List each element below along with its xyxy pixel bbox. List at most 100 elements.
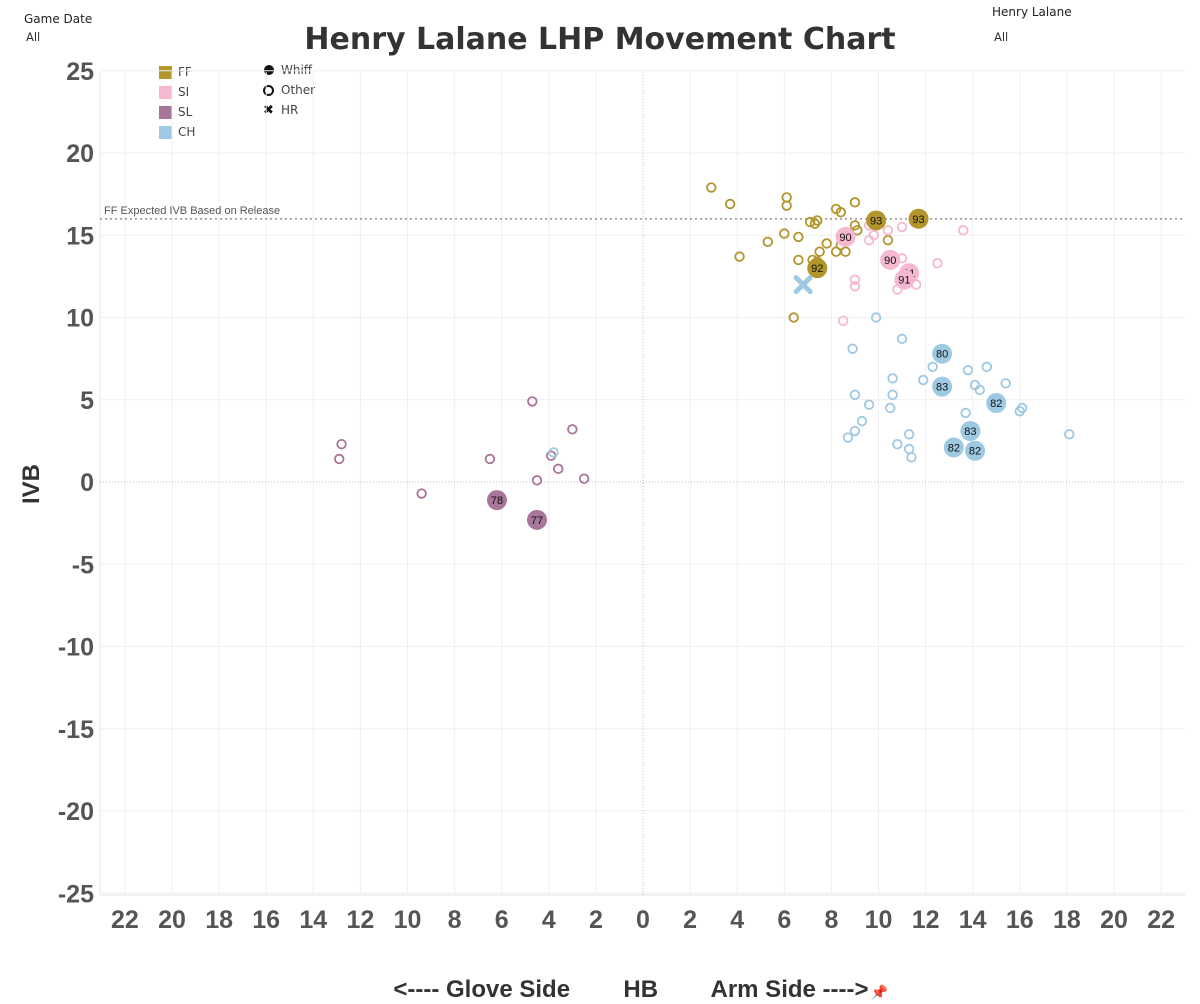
legend-label-other: Other bbox=[281, 83, 316, 97]
si-pitch-other bbox=[932, 258, 943, 269]
legend-item-sl[interactable]: SL bbox=[159, 102, 195, 122]
legend-label-whiff: Whiff bbox=[281, 63, 313, 77]
ch-pitch-other bbox=[887, 389, 898, 401]
si-pitch-other bbox=[849, 274, 861, 285]
hr-mark-stroke bbox=[793, 275, 813, 295]
ch-pitch-other bbox=[885, 402, 896, 414]
y-tick-label: -10 bbox=[58, 634, 94, 662]
x-tick-label: 8 bbox=[824, 906, 838, 934]
result-legend: Whiff Other ✖ HR bbox=[262, 60, 315, 120]
legend-item-ff[interactable]: FF bbox=[159, 62, 195, 82]
ff-pitch-other bbox=[849, 197, 861, 208]
game-date-filter[interactable]: Game Date All bbox=[24, 12, 92, 44]
y-tick-label: 5 bbox=[80, 387, 94, 415]
ch-velocity-label: 83 bbox=[936, 382, 948, 394]
y-axis-title-text: IVB bbox=[18, 464, 45, 505]
x-tick-label: 2 bbox=[683, 906, 697, 934]
si-pitch-other bbox=[849, 281, 861, 292]
ch-pitch-other bbox=[849, 389, 861, 401]
ch-pitch-other bbox=[1064, 429, 1075, 440]
ch-pitch-other bbox=[927, 361, 938, 373]
ch-pitch-whiff bbox=[965, 440, 986, 461]
legend-item-ch[interactable]: CH bbox=[159, 122, 195, 142]
ch-pitch-other bbox=[903, 443, 915, 455]
ff-swatch bbox=[159, 65, 172, 79]
legend-item-hr[interactable]: ✖ HR bbox=[262, 100, 315, 120]
ff-velocity-label: 93 bbox=[870, 215, 882, 227]
ch-velocity-label: 83 bbox=[964, 426, 976, 438]
x-tick-label: 10 bbox=[865, 906, 893, 934]
ff-velocity-label: 93 bbox=[912, 214, 924, 226]
axis-layer: 22 20 18 16 14 12 10 8 6 4 2 0 2 4 6 8 10 12 14 16 18 20 22252… bbox=[58, 58, 1175, 934]
x-axis-title-text: <---- Glove Side HB Arm Side ----> bbox=[393, 976, 869, 1003]
ff-pitch-other bbox=[882, 234, 894, 246]
pitcher-filter-label: Henry Lalane bbox=[992, 5, 1072, 19]
x-mark-icon: ✖ bbox=[263, 102, 274, 118]
game-date-filter-label: Game Date bbox=[24, 12, 93, 26]
sl-pitch-whiff bbox=[486, 490, 507, 511]
ff-pitch-other bbox=[793, 231, 804, 243]
x-tick-label: 12 bbox=[912, 906, 940, 934]
ch-pitch-other bbox=[960, 407, 971, 419]
si-pitch-other bbox=[868, 230, 879, 241]
ff-pitch-other bbox=[781, 192, 792, 203]
ff-pitch-other bbox=[835, 207, 847, 218]
sl-velocity-label: 78 bbox=[491, 495, 503, 507]
x-tick-label: 20 bbox=[158, 906, 186, 934]
ff-pitch-other bbox=[706, 182, 717, 193]
ch-pitch-other bbox=[981, 361, 993, 373]
ch-pitch-other bbox=[896, 333, 908, 345]
x-tick-label: 22 bbox=[111, 906, 139, 934]
sl-pitch-other bbox=[531, 475, 543, 486]
pitcher-filter[interactable]: Henry Lalane All bbox=[992, 5, 1072, 44]
ch-pitch-other bbox=[887, 373, 898, 384]
x-tick-label: 2 bbox=[589, 906, 603, 934]
ff-pitch-whiff bbox=[866, 210, 887, 231]
grid-layer bbox=[99, 70, 1185, 896]
ff-pitch-other bbox=[814, 246, 825, 257]
si-pitch-whiff bbox=[894, 269, 915, 290]
ch-pitch-other bbox=[1000, 378, 1011, 389]
ch-swatch bbox=[159, 125, 172, 139]
ch-velocity-label: 82 bbox=[969, 446, 981, 458]
pitcher-filter-value[interactable]: All bbox=[994, 30, 1009, 44]
ch-pitch-other bbox=[842, 432, 854, 443]
ff-pitch-whiff bbox=[807, 258, 828, 279]
x-tick-label: 0 bbox=[636, 906, 650, 934]
ch-pitch-other bbox=[918, 374, 929, 386]
ch-pitch-other bbox=[847, 343, 858, 354]
ch-velocity-label: 82 bbox=[948, 442, 960, 454]
legend-item-si[interactable]: SI bbox=[159, 82, 195, 102]
legend-item-whiff[interactable]: Whiff bbox=[262, 60, 315, 80]
legend-label-ff: FF bbox=[178, 65, 192, 79]
x-tick-label: 18 bbox=[1053, 906, 1081, 934]
x-tick-label: 16 bbox=[1006, 906, 1034, 934]
y-tick-label: -15 bbox=[58, 716, 94, 744]
filled-circle-icon bbox=[262, 65, 275, 75]
si-pitch-other bbox=[896, 221, 908, 233]
x-tick-label: 14 bbox=[299, 906, 327, 934]
ch-pitch-other bbox=[974, 384, 985, 396]
y-tick-label: 20 bbox=[66, 140, 94, 168]
ch-pitch-whiff bbox=[986, 393, 1007, 414]
game-date-filter-value[interactable]: All bbox=[26, 30, 41, 44]
sl-pitch-other bbox=[578, 473, 590, 484]
sl-pitch-other bbox=[334, 453, 345, 465]
pin-icon[interactable]: 📌 bbox=[870, 984, 888, 1000]
legend-item-other[interactable]: Other bbox=[262, 80, 315, 100]
sl-pitch-other bbox=[484, 453, 496, 465]
ch-pitch-other bbox=[548, 447, 559, 458]
si-pitch-other bbox=[837, 315, 849, 326]
ch-velocity-label: 80 bbox=[936, 349, 948, 361]
chart-title: Henry Lalane LHP Movement Chart bbox=[304, 22, 896, 57]
legend-label-sl: SL bbox=[178, 105, 193, 119]
y-tick-label: -5 bbox=[72, 551, 94, 579]
sl-pitch-other bbox=[553, 463, 564, 475]
ff-pitch-other bbox=[762, 236, 774, 248]
sl-pitch-other bbox=[336, 438, 347, 450]
ff-pitch-other bbox=[821, 238, 832, 249]
ff-pitch-other bbox=[734, 251, 745, 262]
x-tick-label: 14 bbox=[959, 906, 987, 934]
x-tick-label: 4 bbox=[542, 906, 556, 934]
